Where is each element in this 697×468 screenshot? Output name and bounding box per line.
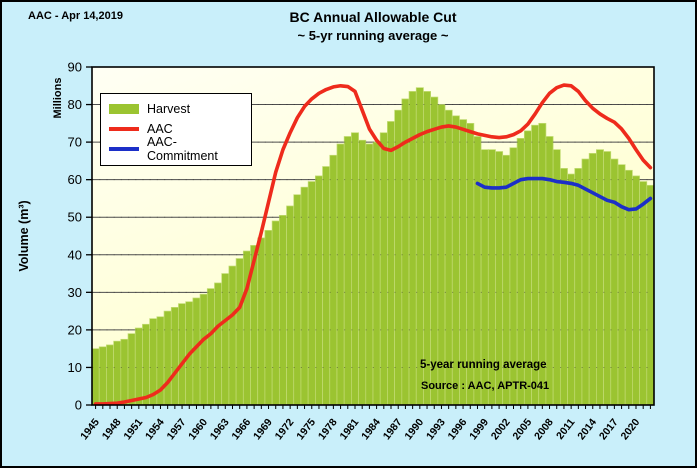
svg-text:1999: 1999 [467, 416, 491, 442]
svg-text:1981: 1981 [338, 416, 362, 442]
annotation-running-average: 5-year running average [420, 359, 547, 371]
svg-text:1996: 1996 [446, 416, 470, 442]
svg-text:20: 20 [68, 322, 82, 337]
legend-box: Harvest AAC AAC-Commitment [100, 93, 252, 166]
svg-text:60: 60 [68, 172, 82, 187]
svg-text:1969: 1969 [251, 416, 275, 442]
svg-text:40: 40 [68, 247, 82, 262]
svg-text:1957: 1957 [165, 416, 189, 442]
svg-text:1972: 1972 [273, 416, 297, 442]
svg-text:0: 0 [75, 398, 82, 413]
svg-text:80: 80 [68, 97, 82, 112]
svg-text:1990: 1990 [402, 416, 426, 442]
svg-text:1951: 1951 [121, 416, 145, 442]
legend-item-aac-commitment: AAC-Commitment [109, 135, 243, 163]
legend-label: AAC [147, 122, 173, 136]
svg-text:1954: 1954 [143, 416, 167, 442]
svg-text:2014: 2014 [575, 416, 599, 442]
svg-text:70: 70 [68, 135, 82, 150]
svg-text:30: 30 [68, 285, 82, 300]
svg-text:1975: 1975 [294, 416, 318, 442]
aac-commitment-line [475, 176, 653, 212]
svg-text:2008: 2008 [532, 416, 556, 442]
legend-label: Harvest [147, 102, 191, 116]
svg-text:1945: 1945 [78, 416, 102, 442]
svg-text:1960: 1960 [186, 416, 210, 442]
chart-title-line1: BC Annual Allowable Cut [289, 9, 457, 25]
svg-text:10: 10 [68, 360, 82, 375]
chart-title-line2: ~ 5-yr running average ~ [297, 27, 449, 43]
svg-text:90: 90 [68, 60, 82, 75]
svg-text:2005: 2005 [510, 416, 534, 442]
annotation-source: Source : AAC, APTR-041 [421, 380, 550, 392]
svg-text:1978: 1978 [316, 416, 340, 442]
svg-text:2011: 2011 [554, 416, 578, 441]
chart-title: BC Annual Allowable Cut ~ 5-yr running a… [92, 8, 654, 44]
svg-text:1963: 1963 [208, 416, 232, 442]
svg-text:1993: 1993 [424, 416, 448, 442]
legend-item-harvest: Harvest [109, 99, 243, 119]
y-axis-title: Volume (m³) [17, 200, 31, 272]
svg-text:1984: 1984 [359, 416, 383, 442]
svg-text:50: 50 [68, 210, 82, 225]
svg-text:2002: 2002 [489, 416, 513, 442]
aac-line [93, 83, 653, 406]
corner-date-label: AAC - Apr 14,2019 [28, 10, 123, 22]
svg-text:1966: 1966 [229, 416, 253, 442]
svg-text:2020: 2020 [619, 416, 643, 442]
svg-text:1987: 1987 [381, 416, 405, 442]
y-axis-units-label: Millions [52, 77, 64, 119]
legend-item-aac: AAC [109, 119, 243, 139]
legend-swatch-icon [109, 104, 139, 114]
svg-text:2017: 2017 [597, 416, 621, 442]
legend-line-icon [109, 147, 139, 151]
y-axis-ticks: 0 10 20 30 40 50 60 70 80 90 [68, 60, 92, 413]
legend-label: AAC-Commitment [147, 135, 218, 163]
legend-line-icon [109, 127, 139, 131]
harvest-bars [91, 87, 655, 406]
svg-text:1948: 1948 [100, 416, 124, 442]
plot-frame [91, 66, 655, 406]
x-axis-ticks: 1945194819511954195719601963196619691972… [78, 405, 651, 442]
